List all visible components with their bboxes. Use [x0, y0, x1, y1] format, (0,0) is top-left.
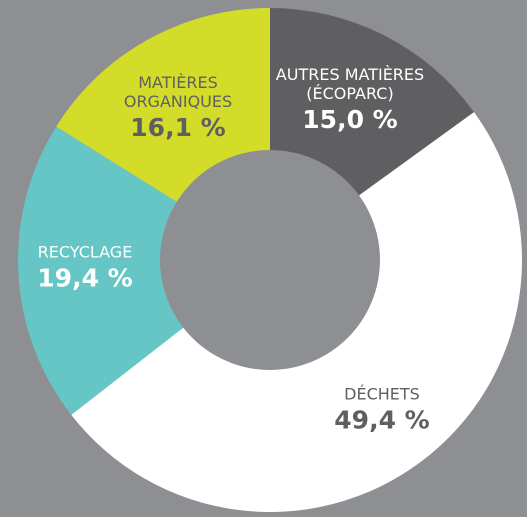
- value-label: 15,0 %: [302, 105, 398, 135]
- segment-label: RECYCLAGE 19,4 %: [15, 242, 155, 293]
- donut-segment: [17, 126, 184, 415]
- category-name: AUTRES MATIÈRES (ÉCOPARC): [275, 64, 425, 103]
- category-name: DÉCHETS: [344, 384, 420, 404]
- segment-label: DÉCHETS 49,4 %: [302, 384, 462, 435]
- donut-segment: [56, 8, 271, 202]
- value-label: 19,4 %: [37, 263, 133, 293]
- donut-segment: [270, 8, 475, 196]
- donut-segment: [71, 112, 523, 513]
- segment-label: AUTRES MATIÈRES (ÉCOPARC) 15,0 %: [265, 65, 435, 135]
- category-name: MATIÈRES ORGANIQUES: [123, 72, 233, 111]
- value-label: 16,1 %: [130, 113, 226, 143]
- category-name: RECYCLAGE: [37, 242, 133, 262]
- value-label: 49,4 %: [334, 405, 430, 435]
- segment-label: MATIÈRES ORGANIQUES 16,1 %: [118, 73, 238, 143]
